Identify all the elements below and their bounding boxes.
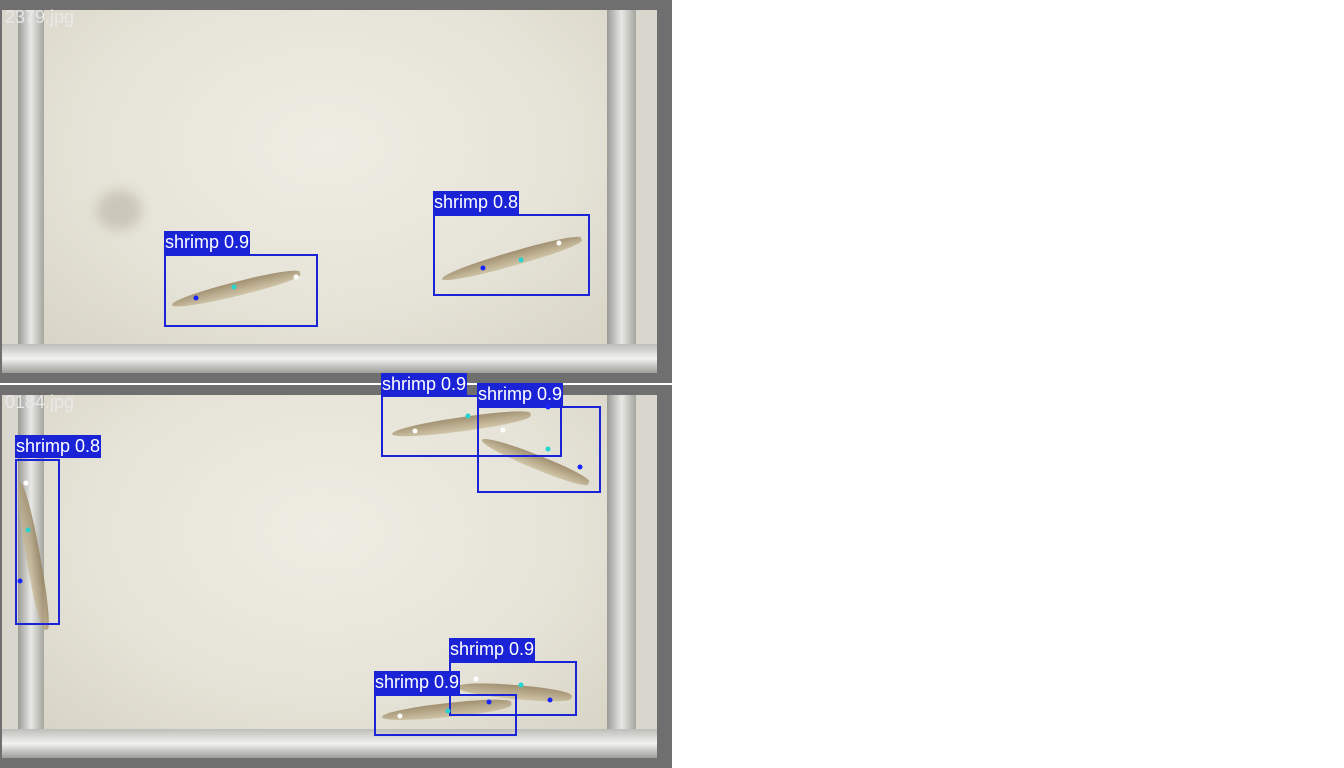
detection-box[interactable] [477,406,601,493]
detection-box[interactable] [381,395,562,457]
image-panel-2379: 2379.jpg shrimp 0.9 shrimp 0.8 [0,0,672,383]
panel-divider [0,383,672,385]
keypoint-head [17,578,23,584]
detection-box[interactable] [374,694,517,736]
keypoint-mid [25,527,31,533]
keypoint-tail [293,274,299,280]
keypoint-mid [518,682,524,688]
keypoint-tail [412,428,418,434]
keypoint-mid [465,413,471,419]
pvc-pipe-bottom [2,728,657,758]
tank-floor [28,10,625,352]
keypoint-tail [473,676,479,682]
detection-label: shrimp 0.9 [449,638,536,661]
keypoint-tail [556,240,562,246]
keypoint-head [480,265,486,271]
tank-stain [97,190,142,230]
pvc-pipe-right [607,10,637,373]
detection-box[interactable] [15,459,60,625]
image-panel-0184: 0184.jpg shrimp 0.8 shrimp 0.9 shrimp 0.… [0,373,672,768]
tank-photo [2,10,657,373]
detection-label: shrimp 0.8 [15,435,102,458]
detection-label: shrimp 0.9 [164,231,251,254]
keypoint-head [577,464,583,470]
keypoint-mid [518,257,524,263]
detection-box[interactable] [164,254,318,327]
keypoint-mid [545,446,551,452]
detection-label: shrimp 0.9 [477,383,564,406]
detection-label: shrimp 0.9 [374,671,461,694]
pvc-pipe-bottom [2,343,657,373]
keypoint-tail [23,480,29,486]
pvc-pipe-left [17,10,44,373]
tank-photo [2,395,657,758]
image-filename: 0184.jpg [5,392,75,412]
detection-label: shrimp 0.9 [381,373,468,396]
keypoint-head [545,404,551,410]
keypoint-mid [445,708,451,714]
keypoint-tail [500,427,506,433]
keypoint-head [193,295,199,301]
keypoint-tail [397,713,403,719]
image-filename: 2379.jpg [5,7,75,27]
keypoint-mid [231,284,237,290]
keypoint-head [486,699,492,705]
detection-label: shrimp 0.8 [433,191,520,214]
keypoint-head [547,697,553,703]
pvc-pipe-right [607,395,637,758]
detection-box[interactable] [433,214,590,296]
